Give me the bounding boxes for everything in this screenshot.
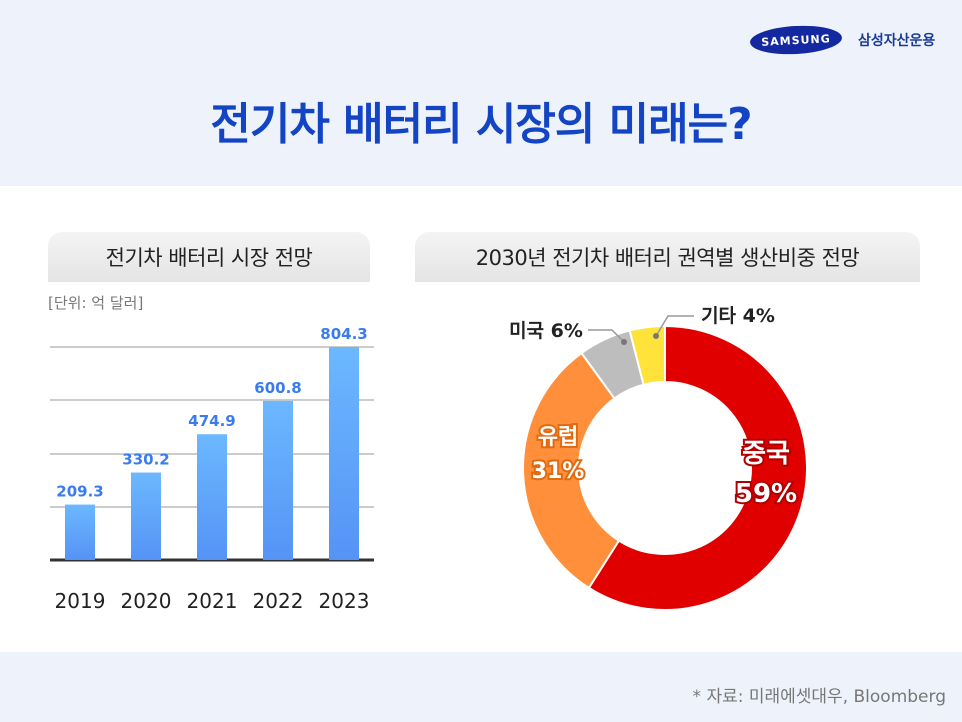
slice-value-europe: 31% [532, 459, 585, 484]
x-tick-label: 2023 [319, 589, 370, 613]
leader-dot-other [653, 333, 659, 339]
slice-중국 [587, 324, 808, 611]
brand-name: 삼성자산운용 [858, 33, 936, 49]
footer-band [0, 652, 962, 722]
page-title: 전기차 배터리 시장의 미래는? [210, 99, 752, 150]
bar-2022 [263, 400, 293, 560]
slice-label-usa: 미국 6% [509, 320, 583, 342]
bar-2019 [65, 504, 95, 560]
x-tick-label: 2020 [121, 589, 172, 613]
bar-2020 [131, 472, 161, 560]
bar-value-label: 330.2 [122, 451, 169, 469]
slice-기타 [628, 324, 666, 386]
x-tick-label: 2021 [187, 589, 238, 613]
slice-label-china: 중국 [742, 439, 790, 469]
bar-2021 [197, 434, 227, 560]
leader-line-usa [588, 329, 625, 343]
bar-value-label: 474.9 [188, 412, 235, 430]
slice-value-china: 59% [735, 479, 797, 509]
leader-dot-usa [621, 339, 627, 345]
bar-chart-title: 전기차 배터리 시장 전망 [48, 232, 370, 282]
bar-2023 [329, 347, 359, 560]
slice-label-europe: 유럽 [538, 425, 578, 450]
slice-유럽 [522, 351, 621, 590]
leader-line-other [655, 315, 694, 337]
bar-value-label: 209.3 [56, 483, 103, 501]
x-tick-label: 2019 [55, 589, 106, 613]
pie-chart-title: 2030년 전기차 배터리 권역별 생산비중 전망 [415, 232, 920, 282]
bar-chart-unit: [단위: 억 달러] [48, 294, 144, 312]
bar-value-label: 804.3 [320, 325, 367, 343]
x-tick-label: 2022 [253, 589, 304, 613]
slice-label-other: 기타 4% [701, 305, 775, 327]
bar-value-label: 600.8 [254, 379, 301, 397]
source-note: * 자료: 미래에셋대우, Bloomberg [692, 687, 946, 707]
